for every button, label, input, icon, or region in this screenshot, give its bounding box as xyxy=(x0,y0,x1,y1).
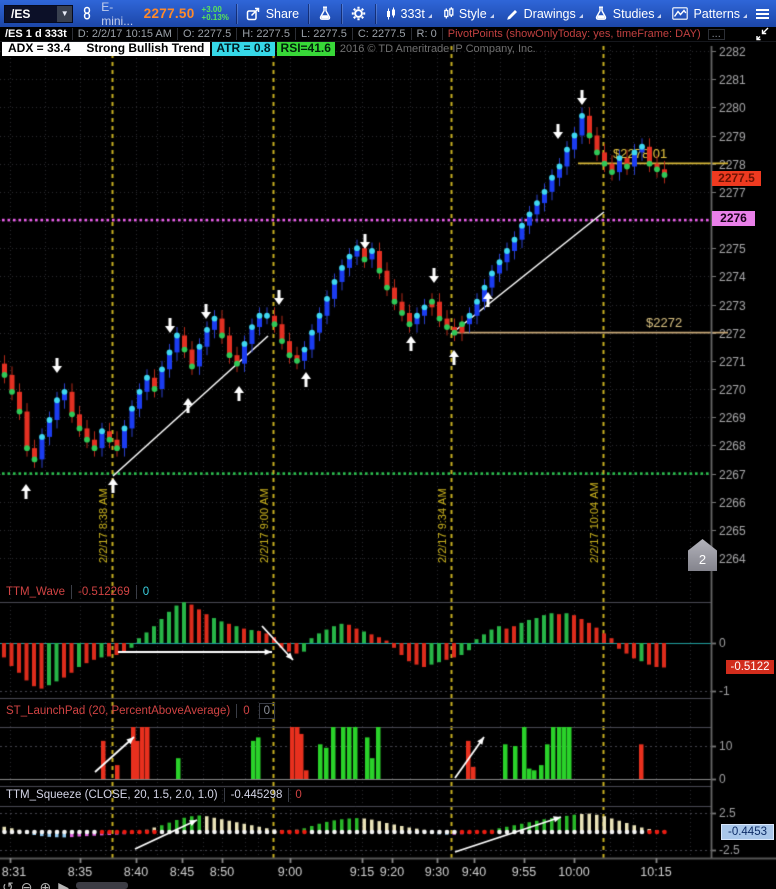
squeeze-value: -0.445298 xyxy=(225,788,290,802)
dropdown-corner xyxy=(657,14,662,18)
squeeze-zero: 0 xyxy=(295,789,302,801)
share-icon xyxy=(246,7,261,21)
share-button[interactable]: Share xyxy=(244,7,301,21)
link-icon[interactable] xyxy=(80,6,94,21)
change-value: +3.00 xyxy=(201,4,222,14)
dropdown-corner xyxy=(427,13,432,18)
flask-icon xyxy=(318,6,332,21)
symbol-input[interactable]: /ES ▼ xyxy=(4,4,74,23)
price-change: +3.00 +0.13% xyxy=(201,4,229,22)
low-field: L: 2277.5 xyxy=(296,28,353,40)
ttm-wave-title[interactable]: TTM_Wave xyxy=(0,585,72,599)
trend-label: Strong Bullish Trend xyxy=(86,41,205,55)
rsi-box: RSI=41.6 xyxy=(276,41,335,56)
collapse-arrows-icon[interactable] xyxy=(754,27,776,41)
squeeze-title[interactable]: TTM_Squeeze (CLOSE, 20, 1.5, 2.0, 1.0) xyxy=(0,788,225,802)
current-price-box: 2277.5 xyxy=(712,171,761,186)
symbol-value: /ES xyxy=(11,6,31,21)
change-percent: +0.13% xyxy=(201,12,229,22)
squeeze-axis-value-box: -0.4453 xyxy=(721,824,774,840)
copyright-text: 2016 © TD Ameritrade IP Company, Inc. xyxy=(339,42,536,55)
high-field: H: 2277.5 xyxy=(237,28,296,40)
launchpad-label-row: ST_LaunchPad (20, PercentAboveAverage) 0… xyxy=(0,703,275,719)
play-icon[interactable]: ▶ xyxy=(58,880,69,889)
dropdown-corner xyxy=(489,13,494,18)
aggregation-button[interactable]: 333t xyxy=(383,7,434,21)
atr-box: ATR = 0.8 xyxy=(212,41,275,56)
zoom-in-icon[interactable]: ⊕ xyxy=(39,880,52,889)
candle-icon xyxy=(385,7,396,21)
launchpad-value1: 0 xyxy=(243,705,250,717)
chart-data-row: /ES 1 d 333t D: 2/2/17 10:15 AM O: 2277.… xyxy=(0,27,776,42)
wave-axis-value-box: -0.5122 xyxy=(726,660,774,674)
toolbar-separator xyxy=(340,3,342,24)
top-toolbar: /ES ▼ E-mini... 2277.50 +3.00 +0.13% Sha… xyxy=(0,0,776,28)
close-field: C: 2277.5 xyxy=(353,28,412,40)
reset-zoom-icon[interactable]: ↺ xyxy=(2,880,14,889)
toolbar-separator xyxy=(235,3,237,24)
chart-id: /ES 1 d 333t xyxy=(0,28,73,40)
drawings-button[interactable]: Drawings xyxy=(503,6,585,21)
analyze-button[interactable] xyxy=(316,6,334,21)
alert-price-box: 2276 xyxy=(712,211,755,226)
pencil-icon xyxy=(505,6,519,21)
squeeze-label-row: TTM_Squeeze (CLOSE, 20, 1.5, 2.0, 1.0) -… xyxy=(0,788,308,802)
instrument-name: E-mini... xyxy=(101,0,134,28)
ttm-wave-zero: 0 xyxy=(142,586,150,598)
adx-trend-box: ADX = 33.4 Strong Bullish Trend xyxy=(2,41,211,56)
style-icon xyxy=(443,6,454,21)
time-scrollbar[interactable] xyxy=(75,882,128,889)
last-price: 2277.50 xyxy=(143,6,195,21)
gear-icon xyxy=(351,6,366,21)
zoom-out-icon[interactable]: ⊖ xyxy=(20,880,33,889)
menu-icon[interactable] xyxy=(756,8,772,19)
settings-button[interactable] xyxy=(349,6,368,21)
status-overlay-row: ADX = 33.4 Strong Bullish Trend ATR = 0.… xyxy=(2,41,536,56)
launchpad-value2: 0 xyxy=(258,703,275,719)
dropdown-corner xyxy=(743,13,748,18)
patterns-button[interactable]: Patterns xyxy=(670,7,749,21)
patterns-icon xyxy=(672,7,689,20)
ttm-wave-value: -0.512269 xyxy=(72,585,137,599)
date-field: D: 2/2/17 10:15 AM xyxy=(73,28,178,40)
studies-button[interactable]: Studies xyxy=(592,6,664,21)
bottom-controls-strip: ↺ ⊖ ⊕ ▶ xyxy=(0,880,776,889)
dropdown-corner xyxy=(578,14,583,18)
more-studies-ellipsis[interactable]: ... xyxy=(707,28,725,40)
range-field: R: 0 xyxy=(412,28,443,40)
flask-icon xyxy=(594,6,608,21)
symbol-dropdown-button[interactable]: ▼ xyxy=(57,5,73,22)
ttm-wave-label-row: TTM_Wave -0.512269 0 xyxy=(0,585,155,599)
open-field: O: 2277.5 xyxy=(178,28,238,40)
pivotpoints-study-label[interactable]: PivotPoints (showOnlyToday: yes, timeFra… xyxy=(447,28,701,40)
launchpad-title[interactable]: ST_LaunchPad (20, PercentAboveAverage) xyxy=(0,704,238,718)
toolbar-separator xyxy=(308,3,309,24)
style-button[interactable]: Style xyxy=(441,7,496,21)
adx-value: ADX = 33.4 xyxy=(8,41,71,55)
toolbar-separator xyxy=(374,3,376,24)
